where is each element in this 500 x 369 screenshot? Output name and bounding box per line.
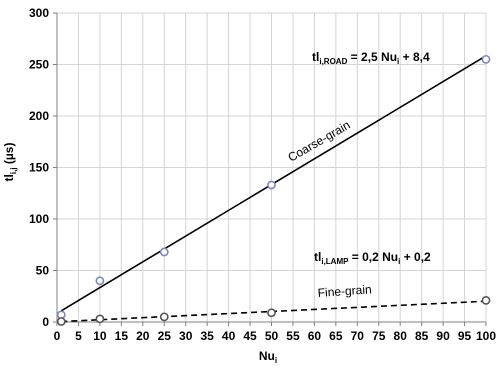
equation-fine-rhs: + 0,2 [400,250,431,264]
x-tick-label: 75 [372,329,386,343]
data-point-fine [56,317,66,326]
series-label-fine: Fine-grain [317,282,372,300]
x-tick-label: 45 [243,329,257,343]
x-tick-label: 30 [179,329,193,343]
grid [57,12,487,322]
x-tick-label: 20 [136,329,150,343]
equation-fine-mid: = 0,2 Nu [348,250,398,264]
equation-coarse-mid: = 2,5 Nu [347,50,397,64]
x-tick-label: 95 [458,329,472,343]
x-tick-label: 90 [436,329,450,343]
x-tick-label: 70 [351,329,365,343]
y-tick-label: 300 [29,6,49,20]
x-tick-label: 10 [93,329,107,343]
y-tick-label: 200 [29,109,49,123]
y-tick-label: 50 [36,264,50,278]
data-point-fine [481,295,491,305]
x-tick-label: 65 [329,329,343,343]
x-tick-label: 35 [200,329,214,343]
x-tick-label: 0 [54,329,61,343]
equation-coarse: tli,ROAD = 2,5 Nui + 8,4 [312,50,430,66]
y-axis-title-main: tl [2,174,16,181]
y-tick-label: 250 [29,58,49,72]
data-point-coarse [159,247,169,257]
x-tick-label: 5 [75,329,82,343]
data-point-coarse [95,276,105,286]
y-axis-title-sub: i,j [9,167,18,174]
x-tick-label: 40 [222,329,236,343]
tick-labels: 0 5 10 15 20 25 30 35 40 45 50 55 60 65 70 75 80 85 90 95 10… [29,6,496,343]
equation-coarse-rhs: + 8,4 [399,50,430,64]
x-tick-label: 15 [115,329,129,343]
data-point-fine [159,312,169,322]
x-axis-title-sub: i [275,356,277,365]
equation-coarse-lhs: tl [312,50,319,64]
x-axis-title: Nui [259,349,277,365]
x-axis-title-main: Nu [259,349,275,363]
equation-fine: tli,LAMP = 0,2 Nui + 0,2 [314,250,431,266]
x-tick-label: 55 [286,329,300,343]
x-tick-label: 80 [394,329,408,343]
axes [53,12,487,326]
equation-fine-lhs-sub: i,LAMP [321,257,349,266]
equation-coarse-mid-sub: i [397,57,399,66]
y-tick-label: 0 [42,315,49,329]
data-points [56,54,491,326]
y-tick-label: 150 [29,161,49,175]
x-tick-label: 25 [158,329,172,343]
x-tick-label: 100 [476,329,496,343]
x-tick-label: 85 [415,329,429,343]
equation-fine-lhs: tl [314,250,321,264]
data-point-coarse [481,54,491,64]
y-axis-title-suffix: (µs) [2,143,16,168]
data-point-fine [267,308,276,318]
equation-fine-mid-sub: i [398,257,400,266]
x-tick-label: 50 [265,329,279,343]
y-tick-label: 100 [29,212,49,226]
data-point-coarse [267,180,276,190]
data-point-fine [95,314,105,324]
x-tick-label: 60 [308,329,322,343]
equation-coarse-lhs-sub: i,ROAD [319,57,347,66]
y-axis-title: tli,j (µs) [2,143,18,182]
